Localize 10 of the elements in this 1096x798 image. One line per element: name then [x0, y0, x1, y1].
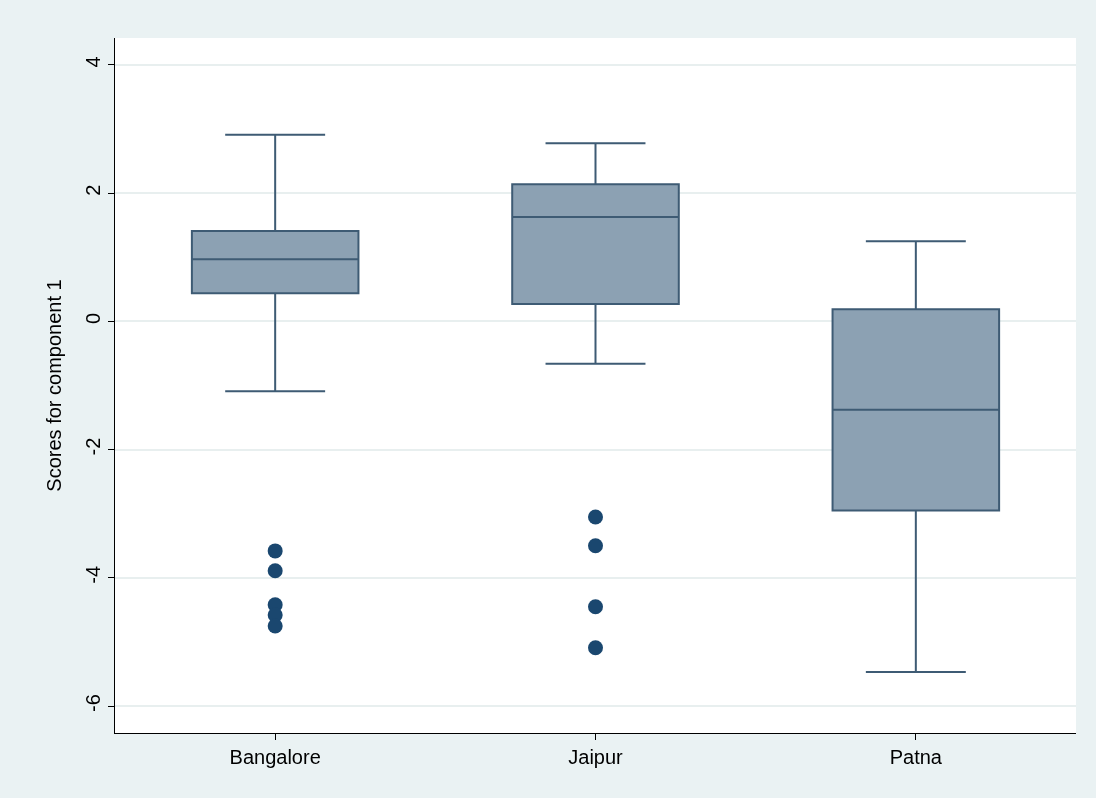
x-tick-label: Jaipur	[568, 746, 624, 768]
y-tick-label: 2	[82, 184, 104, 196]
y-tick-label: -4	[82, 565, 104, 584]
y-tick-label: -2	[82, 437, 104, 456]
y-tick-label: -6	[82, 694, 104, 712]
x-tick-label: Patna	[889, 746, 943, 768]
y-axis-title: Scores for component 1	[42, 279, 65, 492]
y-tick-label: 4	[82, 56, 104, 68]
x-tick-label: Bangalore	[229, 746, 321, 768]
y-tick-label: 0	[82, 312, 104, 324]
